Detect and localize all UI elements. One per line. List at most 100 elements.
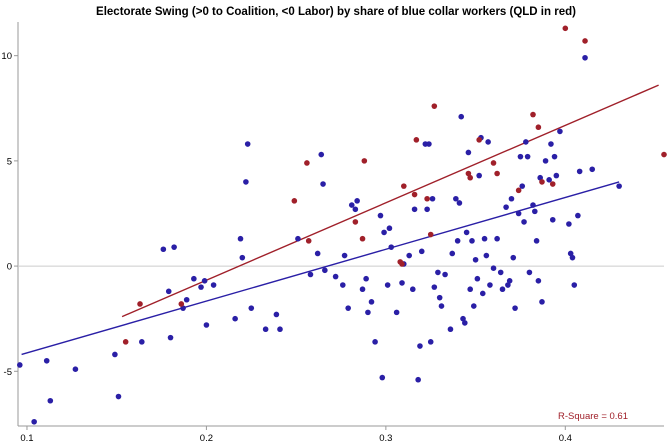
data-point — [165, 288, 172, 295]
data-point — [576, 168, 583, 175]
data-point — [372, 339, 378, 345]
data-point — [318, 151, 325, 158]
data-point — [474, 275, 481, 282]
data-point — [537, 174, 543, 181]
data-point — [483, 252, 490, 259]
x-tick-label: 0.4 — [559, 433, 572, 444]
data-point — [510, 254, 517, 261]
qld-data-point — [431, 103, 438, 109]
data-point — [348, 202, 355, 208]
data-point — [533, 238, 540, 244]
data-point — [490, 265, 497, 271]
data-points — [16, 25, 667, 425]
data-point — [31, 418, 37, 425]
qld-data-point — [305, 238, 312, 244]
data-point — [535, 278, 542, 284]
data-point — [551, 153, 558, 160]
data-point — [320, 181, 326, 187]
data-point — [487, 282, 493, 288]
data-point — [171, 244, 177, 250]
qld-data-point — [122, 339, 129, 345]
data-point — [314, 250, 321, 257]
y-tick-label: 5 — [7, 156, 12, 167]
data-point — [201, 278, 208, 284]
data-point — [532, 208, 538, 215]
data-point — [363, 275, 369, 282]
data-point — [393, 309, 400, 316]
data-point — [210, 282, 217, 288]
data-point — [429, 195, 436, 202]
data-point — [352, 206, 359, 213]
data-point — [262, 326, 269, 333]
data-point — [160, 246, 167, 253]
data-point — [115, 393, 122, 400]
y-tick-label: 0 — [7, 262, 12, 273]
qld-data-point — [361, 158, 368, 164]
data-point — [442, 271, 448, 278]
qld-data-point — [465, 170, 472, 177]
data-point — [569, 254, 576, 261]
qld-data-point — [178, 301, 185, 307]
qld-data-point — [494, 170, 500, 177]
data-point — [386, 225, 393, 232]
data-point — [16, 362, 23, 368]
qld-data-point — [291, 198, 298, 204]
data-point — [183, 296, 190, 303]
data-point — [469, 238, 475, 244]
data-point — [377, 212, 384, 219]
qld-data-point — [424, 195, 430, 202]
qld-data-point — [530, 111, 536, 118]
data-point — [463, 229, 470, 236]
data-point — [191, 275, 197, 282]
data-point — [472, 256, 479, 263]
data-point — [494, 235, 500, 242]
data-point — [409, 286, 416, 293]
data-point — [139, 339, 145, 345]
data-point — [566, 221, 572, 227]
qld-data-point — [562, 25, 569, 32]
data-point — [454, 238, 461, 244]
data-point — [453, 195, 459, 202]
qld-data-point — [427, 231, 434, 238]
qld-data-point — [399, 261, 405, 267]
qld-data-point — [467, 174, 474, 181]
data-point — [339, 282, 346, 288]
data-point — [295, 235, 301, 242]
data-point — [180, 305, 186, 311]
data-point — [248, 305, 255, 311]
data-point — [277, 326, 283, 333]
qld-data-point — [515, 187, 522, 194]
data-point — [198, 284, 204, 290]
data-point — [365, 309, 371, 316]
data-point — [354, 198, 360, 204]
data-point — [243, 179, 249, 185]
data-point — [476, 172, 482, 179]
data-point — [418, 248, 425, 255]
data-point — [426, 141, 432, 147]
data-point — [616, 183, 622, 189]
data-point — [524, 153, 531, 160]
qld-data-point — [352, 219, 359, 225]
qld-data-point — [304, 160, 310, 166]
data-point — [399, 280, 405, 286]
data-point — [112, 351, 118, 358]
data-point — [567, 250, 574, 257]
data-point — [503, 204, 509, 210]
data-point — [582, 54, 588, 61]
data-point — [411, 206, 418, 213]
data-point — [232, 315, 238, 322]
data-point — [512, 305, 518, 311]
data-point — [167, 334, 174, 341]
data-point — [521, 219, 527, 225]
data-point — [467, 286, 474, 293]
data-point — [589, 166, 596, 173]
data-point — [485, 139, 491, 145]
data-point — [523, 139, 529, 145]
data-point — [515, 210, 522, 217]
data-point — [517, 153, 524, 160]
data-point — [417, 343, 423, 349]
data-point — [479, 290, 486, 297]
data-point — [43, 357, 50, 364]
data-point — [435, 269, 441, 276]
